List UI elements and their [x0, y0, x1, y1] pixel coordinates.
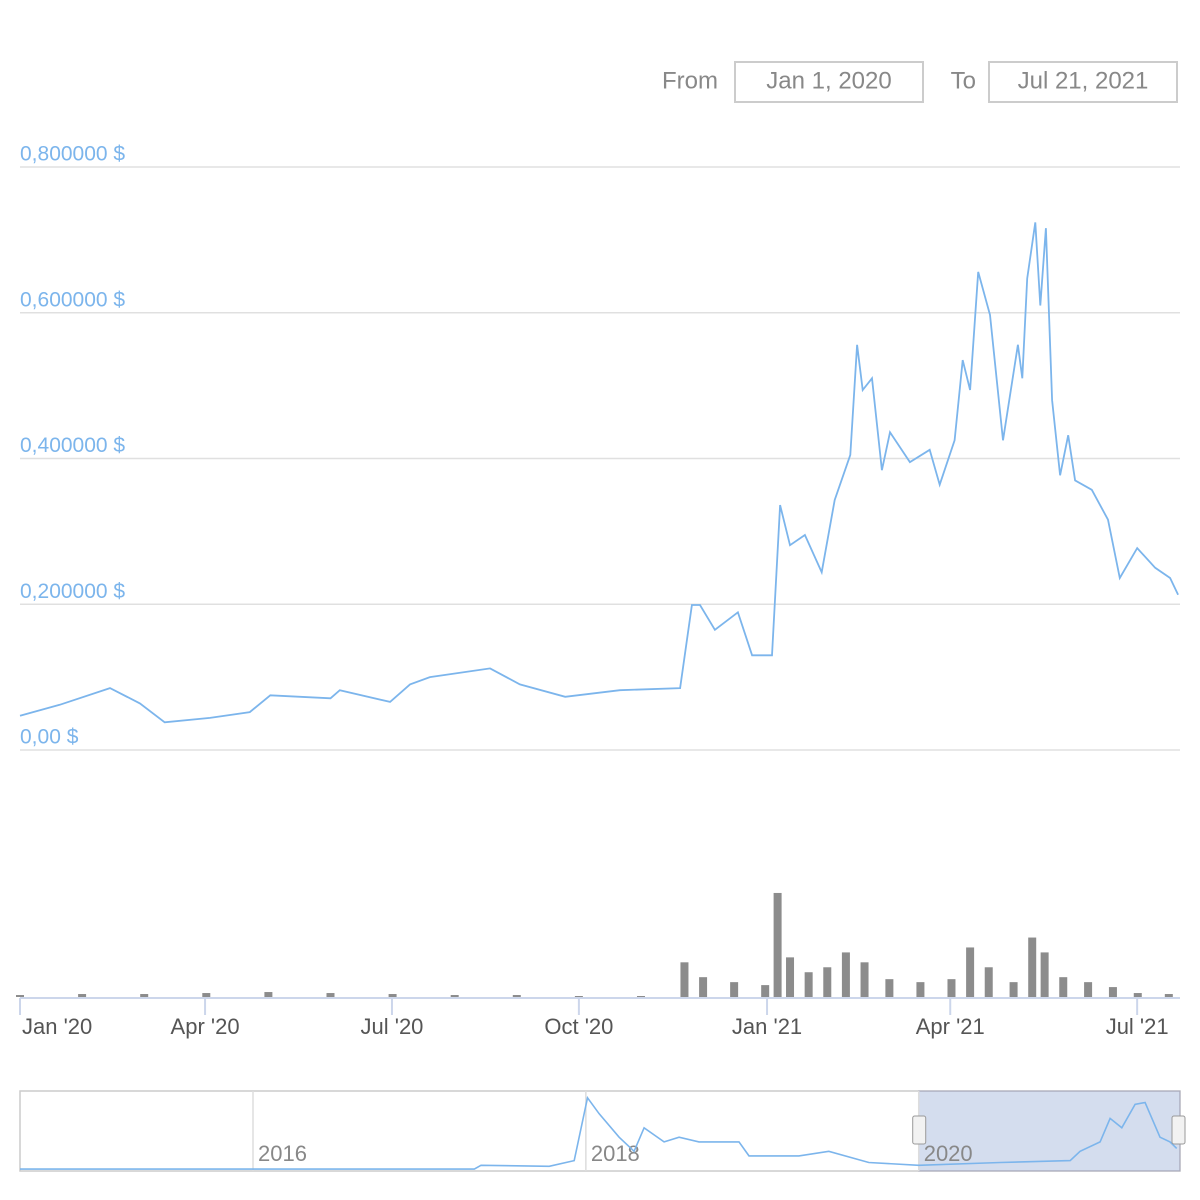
- volume-bar: [786, 957, 795, 997]
- volume-bar: [860, 962, 869, 997]
- navigator-line: [20, 1095, 1178, 1170]
- volume-bar: [326, 993, 335, 997]
- volume-bar: [699, 977, 708, 997]
- x-tick-label: Apr '21: [916, 1014, 985, 1039]
- y-tick-label: 0,200000 $: [20, 580, 125, 603]
- volume-bar: [16, 995, 24, 997]
- volume-bar: [916, 982, 925, 997]
- volume-bar: [984, 967, 993, 997]
- volume-bar: [140, 994, 149, 997]
- volume-bar: [761, 985, 770, 997]
- navigator-frame: [19, 1090, 1181, 1172]
- price-line: [19, 222, 1179, 724]
- volume-bar: [1040, 952, 1049, 997]
- volume-bar: [78, 994, 87, 997]
- volume-bar: [1108, 987, 1117, 997]
- volume-bar: [1009, 982, 1018, 997]
- volume-bar: [1164, 994, 1173, 997]
- volume-bar: [680, 962, 689, 997]
- x-tick-label: Jul '21: [1106, 1014, 1169, 1039]
- volume-bar: [1028, 937, 1037, 997]
- volume-bar: [450, 995, 459, 997]
- navigator-handle: [1171, 1115, 1186, 1145]
- navigator-handle: [912, 1115, 927, 1145]
- x-tick-label: Apr '20: [171, 1014, 240, 1039]
- volume-bar: [1133, 993, 1142, 997]
- to-label: To: [951, 67, 976, 94]
- from-date[interactable]: Jan 1, 2020: [766, 67, 891, 94]
- volume-bar: [388, 994, 397, 997]
- from-label: From: [662, 67, 718, 94]
- volume-bar: [730, 982, 739, 997]
- y-tick-label: 0,600000 $: [20, 288, 125, 311]
- y-tick-label: 0,400000 $: [20, 434, 125, 457]
- volume-bar: [264, 992, 273, 997]
- navigator-label: 2018: [591, 1141, 640, 1166]
- volume-bar: [804, 972, 813, 997]
- y-tick-label: 0,800000 $: [20, 143, 125, 166]
- x-tick-label: Oct '20: [544, 1014, 613, 1039]
- x-tick-label: Jan '21: [732, 1014, 802, 1039]
- volume-bar: [202, 993, 211, 997]
- volume-bar: [823, 967, 832, 997]
- navigator-label: 2020: [924, 1141, 973, 1166]
- navigator-label: 2016: [258, 1141, 307, 1166]
- y-tick-label: 0,00 $: [20, 726, 79, 749]
- volume-bar: [574, 996, 583, 997]
- to-input[interactable]: [988, 61, 1178, 103]
- volume-bar: [512, 995, 521, 997]
- volume-bar: [1059, 977, 1068, 997]
- volume-bar: [947, 979, 956, 997]
- volume-bar: [841, 952, 850, 997]
- volume-bar: [1084, 982, 1093, 997]
- x-tick-label: Jul '20: [361, 1014, 424, 1039]
- to-date[interactable]: Jul 21, 2021: [1018, 67, 1149, 94]
- volume-bar: [636, 996, 645, 997]
- volume-bar: [773, 892, 782, 997]
- volume-bar: [885, 979, 894, 997]
- from-input[interactable]: [734, 61, 924, 103]
- volume-bar: [966, 947, 975, 997]
- x-tick-label: Jan '20: [22, 1014, 92, 1039]
